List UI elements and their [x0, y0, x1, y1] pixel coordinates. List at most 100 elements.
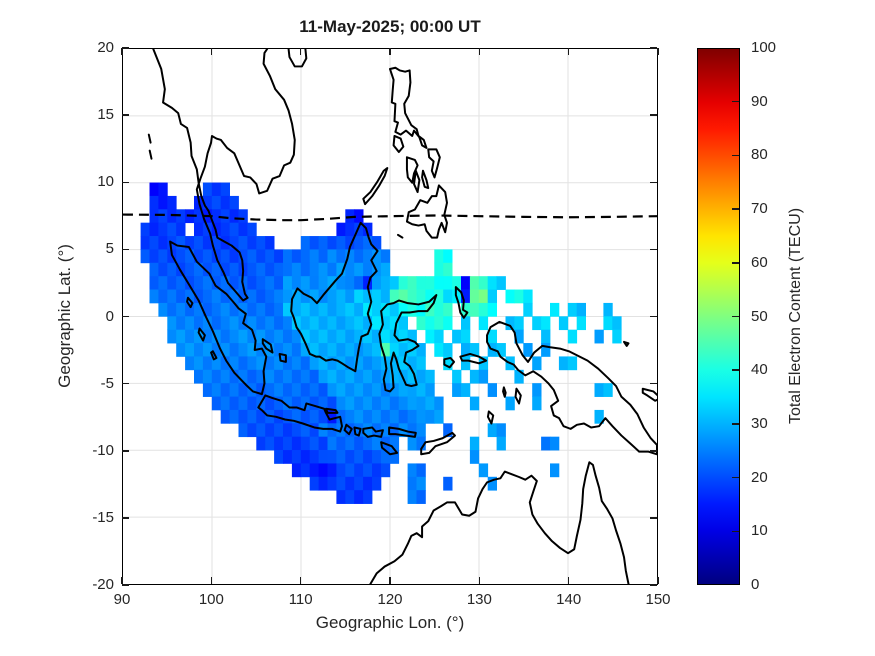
tec-cell: [363, 423, 373, 438]
tec-cell: [283, 356, 293, 371]
tec-cell: [291, 423, 302, 438]
coastline-negros: [413, 169, 421, 194]
tec-cell: [238, 409, 248, 424]
coastline-mindoro: [392, 134, 405, 154]
coastline-belitung: [278, 352, 287, 363]
tec-cell: [194, 276, 204, 290]
tec-cell: [576, 316, 586, 331]
colorbar-tick-label: 0: [751, 576, 760, 593]
tec-cell: [176, 329, 186, 344]
tec-cell: [336, 436, 346, 451]
tec-cell: [238, 289, 248, 304]
tec-cell: [398, 289, 408, 304]
colorbar-tick-label: 20: [751, 468, 768, 486]
tec-cell: [372, 409, 382, 424]
tec-cell: [229, 409, 239, 424]
tec-cell: [247, 222, 257, 237]
y-tick: [650, 114, 657, 116]
tec-cell: [407, 329, 417, 344]
tec-cell: [505, 316, 515, 331]
tec-cell: [550, 302, 560, 317]
tec-cell: [398, 409, 408, 424]
tec-cell: [247, 249, 257, 264]
coastline-sulawesi: [378, 294, 438, 393]
tec-cell: [434, 343, 444, 357]
tec-cell: [416, 316, 426, 331]
tec-cell: [523, 289, 533, 304]
tec-cell: [194, 289, 204, 304]
tec-cell: [300, 262, 311, 277]
tec-cell: [220, 276, 230, 290]
tec-cell: [363, 383, 373, 397]
tec-cell: [211, 383, 222, 397]
tec-cell: [238, 329, 248, 344]
tec-cell: [416, 423, 426, 438]
tec-cell: [363, 490, 373, 504]
tec-cell: [300, 423, 311, 438]
tec-cell: [283, 343, 293, 357]
tec-cell: [354, 383, 364, 397]
tec-cell: [345, 302, 355, 317]
tec-cell: [461, 329, 471, 344]
tec-cell: [265, 423, 275, 438]
tec-cell: [452, 329, 462, 344]
colorbar-tick: [732, 154, 739, 157]
tec-cell: [541, 316, 551, 331]
y-tick: [122, 248, 129, 251]
coastline-samar-leyte: [427, 148, 441, 179]
tec-cell: [389, 369, 400, 384]
tec-cell: [336, 450, 346, 464]
tec-cell: [380, 409, 391, 424]
tec-cell: [372, 302, 382, 317]
y-tick-label: -5: [100, 374, 114, 392]
tec-cell: [300, 343, 311, 357]
coastline-mindanao: [405, 184, 448, 239]
tec-cell: [274, 343, 284, 357]
y-tick: [122, 584, 129, 586]
tec-cell: [327, 450, 337, 464]
tec-cell: [229, 209, 239, 224]
tec-cell: [211, 302, 222, 317]
tec-cell: [211, 182, 222, 197]
tec-cell: [300, 276, 311, 290]
tec-cell: [594, 329, 604, 344]
tec-cell: [291, 450, 302, 464]
tec-cell: [309, 343, 319, 357]
tec-cell: [380, 450, 391, 464]
tec-cell: [291, 463, 302, 478]
tec-cell: [558, 316, 569, 331]
tec-cell: [283, 450, 293, 464]
tec-cell: [363, 222, 373, 237]
coastline-admiralty: [623, 340, 630, 347]
tec-cell: [256, 236, 266, 250]
tec-cell: [220, 222, 230, 237]
x-tick: [389, 48, 391, 55]
tec-cell: [274, 316, 284, 331]
tec-cell: [407, 463, 417, 478]
tec-cell: [149, 262, 159, 277]
coastline-palawan: [362, 167, 389, 206]
tec-cell: [327, 316, 337, 331]
tec-cell: [380, 329, 391, 344]
y-tick: [122, 315, 129, 318]
tec-cell: [291, 249, 302, 264]
tec-cell: [220, 249, 230, 264]
tec-cell: [247, 236, 257, 250]
tec-cell: [229, 329, 239, 344]
tec-cell: [185, 289, 195, 304]
tec-cell: [283, 329, 293, 344]
tec-cell: [443, 262, 453, 277]
tec-cell: [300, 369, 311, 384]
tec-cell: [354, 490, 364, 504]
tec-cell: [514, 289, 524, 304]
tec-cell: [238, 209, 248, 224]
tec-cell: [318, 396, 328, 411]
tec-cell: [372, 276, 382, 290]
tec-cell: [309, 289, 319, 304]
tec-cell: [345, 222, 355, 237]
x-tick: [299, 48, 302, 55]
tec-cell: [345, 249, 355, 264]
tec-cell: [167, 316, 177, 331]
tec-cell: [274, 289, 284, 304]
tec-cell: [354, 236, 364, 250]
